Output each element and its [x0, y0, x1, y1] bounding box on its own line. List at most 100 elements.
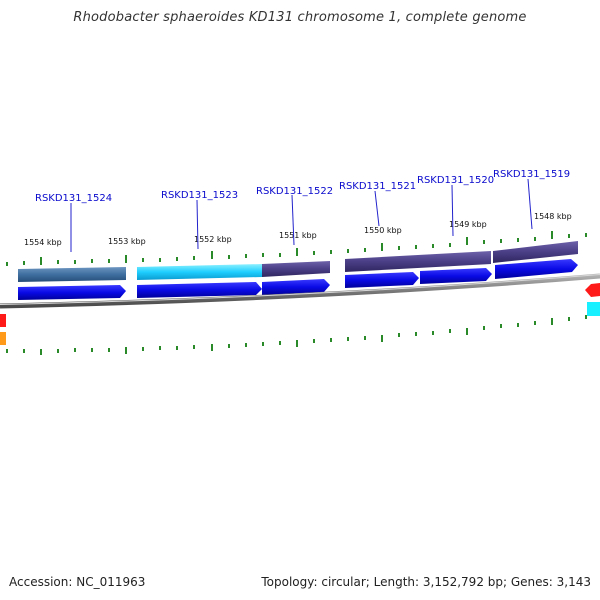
- tick: [398, 246, 400, 250]
- cog-feature[interactable]: [18, 267, 126, 282]
- tick: [279, 253, 281, 257]
- edge-feature-red-left[interactable]: [0, 314, 6, 327]
- tick: [364, 336, 366, 340]
- tick: [466, 237, 468, 245]
- gene-label[interactable]: RSKD131_1523: [161, 190, 238, 201]
- cog-track: [18, 241, 578, 282]
- tick: [517, 323, 519, 327]
- tick: [125, 347, 127, 354]
- kbp-label: 1549 kbp: [449, 220, 487, 229]
- cds-arrow[interactable]: [420, 268, 492, 284]
- tick: [91, 259, 93, 263]
- tick: [91, 348, 93, 352]
- tick: [415, 245, 417, 249]
- kbp-label: 1552 kbp: [194, 235, 232, 244]
- leader-line: [451, 184, 454, 237]
- cog-feature[interactable]: [345, 251, 491, 272]
- tick: [432, 331, 434, 335]
- kbp-label: 1551 kbp: [279, 231, 317, 240]
- tick: [6, 349, 8, 353]
- tick: [296, 248, 298, 256]
- tick: [159, 346, 161, 350]
- tick: [193, 256, 195, 260]
- map-title: Rhodobacter sphaeroides KD131 chromosome…: [73, 10, 527, 25]
- tick: [108, 259, 110, 263]
- tick: [262, 342, 264, 346]
- tick: [108, 348, 110, 352]
- tick: [74, 348, 76, 352]
- tick: [176, 346, 178, 350]
- tick: [296, 340, 298, 347]
- kbp-label: 1548 kbp: [534, 212, 572, 221]
- tick: [483, 240, 485, 244]
- tick: [347, 249, 349, 253]
- gene-labels: RSKD131_1524 RSKD131_1523 RSKD131_1522 R…: [35, 169, 570, 204]
- tick: [262, 253, 264, 257]
- tick: [466, 328, 468, 335]
- gene-label[interactable]: RSKD131_1524: [35, 193, 112, 204]
- tick: [432, 244, 434, 248]
- edge-feature-red-right[interactable]: [585, 283, 600, 297]
- tick: [74, 260, 76, 264]
- tick: [449, 243, 451, 247]
- tick: [568, 317, 570, 321]
- cds-arrow[interactable]: [137, 282, 262, 298]
- tick: [449, 329, 451, 333]
- tick: [228, 344, 230, 348]
- top-tick-row: [6, 231, 587, 266]
- tick: [125, 255, 127, 263]
- kbp-label: 1553 kbp: [108, 237, 146, 246]
- tick: [40, 349, 42, 355]
- tick: [313, 251, 315, 255]
- gene-label[interactable]: RSKD131_1519: [493, 169, 570, 180]
- tick: [364, 248, 366, 252]
- tick: [313, 339, 315, 343]
- tick: [159, 258, 161, 262]
- tick: [142, 258, 144, 262]
- gene-label[interactable]: RSKD131_1522: [256, 186, 333, 197]
- edge-feature-orange-left[interactable]: [0, 332, 6, 345]
- tick: [245, 343, 247, 347]
- tick: [347, 337, 349, 341]
- tick: [500, 324, 502, 328]
- gene-label[interactable]: RSKD131_1521: [339, 181, 416, 192]
- genome-summary: Topology: circular; Length: 3,152,792 bp…: [261, 575, 591, 589]
- cds-arrow[interactable]: [345, 272, 419, 288]
- gene-label[interactable]: RSKD131_1520: [417, 175, 494, 186]
- cds-arrow[interactable]: [262, 279, 330, 295]
- tick: [330, 338, 332, 342]
- tick: [330, 250, 332, 254]
- tick: [381, 243, 383, 251]
- tick: [57, 349, 59, 353]
- edge-feature-cyan-right[interactable]: [587, 302, 600, 316]
- cog-feature[interactable]: [262, 261, 330, 277]
- tick: [279, 341, 281, 345]
- accession-text: Accession: NC_011963: [9, 575, 146, 589]
- tick: [398, 333, 400, 337]
- tick: [551, 318, 553, 325]
- cds-arrow[interactable]: [495, 259, 578, 279]
- leader-lines: [70, 178, 533, 252]
- cds-arrow[interactable]: [18, 285, 126, 300]
- tick: [211, 251, 213, 259]
- bottom-tick-row: [6, 315, 587, 355]
- tick: [534, 237, 536, 241]
- tick: [585, 233, 587, 237]
- edge-features: [0, 283, 600, 345]
- tick: [176, 257, 178, 261]
- tick: [415, 332, 417, 336]
- kbp-labels: 1554 kbp 1553 kbp 1552 kbp 1551 kbp 1550…: [24, 212, 572, 247]
- cog-feature[interactable]: [137, 264, 262, 280]
- tick: [23, 261, 25, 265]
- cog-feature[interactable]: [493, 241, 578, 263]
- leader-line: [527, 178, 533, 230]
- leader-line: [291, 194, 295, 246]
- tick: [228, 255, 230, 259]
- tick: [245, 254, 247, 258]
- tick: [585, 315, 587, 319]
- tick: [211, 344, 213, 351]
- genome-backbone: [0, 273, 600, 309]
- tick: [551, 231, 553, 239]
- kbp-label: 1554 kbp: [24, 238, 62, 247]
